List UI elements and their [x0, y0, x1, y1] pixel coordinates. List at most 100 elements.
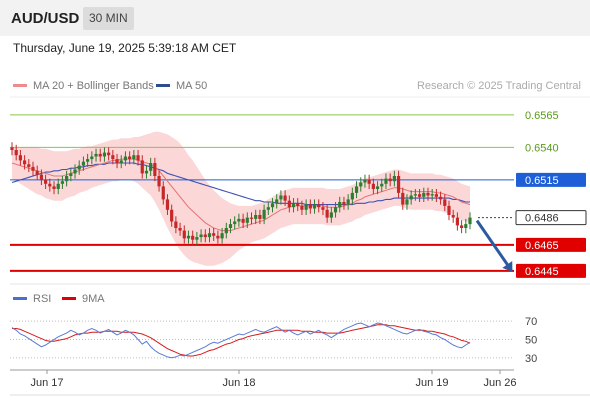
candle-body: [245, 217, 249, 223]
candle-body: [459, 225, 464, 228]
candle-body: [308, 204, 312, 209]
candle-body: [195, 237, 199, 240]
candle-body: [367, 179, 371, 184]
candle-body: [342, 202, 346, 205]
candle-body: [443, 199, 447, 206]
level-labels-layer: 0.6565 0.6540 0.6515 0.6486 0.6465 0.6445: [515, 110, 587, 278]
x-tick-label: Jun 18: [222, 377, 255, 389]
x-tick-label: Jun 17: [30, 377, 63, 389]
interval-button[interactable]: 30 MIN: [83, 7, 134, 30]
candles-layer: [10, 142, 472, 245]
candle-body: [233, 221, 237, 225]
candle-body: [94, 153, 98, 157]
copyright-text: Research © 2025 Trading Central: [416, 80, 581, 92]
ma50-line: [11, 162, 470, 206]
candle-body: [346, 199, 350, 205]
bollinger-layer: [12, 131, 470, 266]
candle-body: [384, 178, 388, 184]
candle-body: [468, 217, 472, 225]
candle-body: [333, 207, 338, 213]
candle-body: [417, 194, 422, 197]
candle-body: [317, 204, 321, 208]
candle-body: [438, 196, 443, 200]
candle-body: [321, 207, 325, 210]
ma50-swatch: [156, 83, 170, 87]
legend-rsi-ma: 9MA: [62, 293, 105, 305]
forecast-arrow-shaft: [475, 219, 511, 268]
candle-body: [107, 152, 111, 156]
legend-rsi-ma-label: 9MA: [82, 293, 105, 305]
candle-body: [434, 194, 438, 197]
forecast-arrow-layer: [475, 219, 513, 272]
rsi-ma-line: [12, 324, 471, 357]
candle-body: [291, 203, 296, 208]
candle-body: [60, 181, 65, 184]
candle-body: [161, 186, 165, 200]
candle-body: [207, 233, 212, 238]
candle-body: [241, 218, 245, 223]
candle-body: [128, 156, 132, 160]
candle-body: [157, 176, 161, 187]
chart-datetime: Thursday, June 19, 2025 5:39:18 AM CET: [13, 41, 237, 55]
x-tick-label: Jun 19: [415, 377, 448, 389]
rsi-layer: 70 50 30: [10, 316, 537, 365]
level-label-0.6445: 0.6445: [525, 266, 559, 278]
candle-body: [136, 155, 140, 161]
candle-body: [98, 153, 102, 157]
candle-body: [354, 186, 359, 193]
candle-body: [270, 203, 275, 208]
candle-body: [296, 203, 300, 206]
symbol-title: AUD/USD: [11, 10, 80, 27]
candle-body: [111, 155, 115, 160]
candle-body: [10, 147, 14, 150]
candle-body: [283, 195, 287, 201]
candle-body: [18, 155, 23, 161]
forecast-arrow-head: [502, 261, 513, 272]
candle-body: [115, 159, 119, 163]
candle-body: [405, 199, 409, 205]
candle-body: [371, 183, 375, 189]
bollinger-band-area: [12, 131, 470, 266]
candle-body: [279, 195, 283, 200]
candle-body: [165, 199, 170, 210]
level-label-0.6540: 0.6540: [525, 142, 559, 154]
candle-body: [455, 217, 459, 226]
candle-body: [14, 150, 18, 156]
candle-body: [392, 176, 396, 182]
candle-body: [275, 199, 279, 204]
candle-body: [388, 178, 392, 182]
candle-body: [350, 192, 354, 200]
rsi-line: [11, 322, 471, 359]
candle-body: [287, 200, 291, 208]
level-label-0.6486: 0.6486: [525, 213, 559, 225]
legend-rsi: RSI: [13, 293, 51, 305]
candle-body: [325, 209, 329, 218]
level-label-0.6515: 0.6515: [525, 175, 559, 187]
candle-body: [31, 166, 35, 171]
candle-body: [27, 164, 31, 167]
candle-body: [170, 209, 174, 222]
candle-body: [132, 155, 136, 160]
candle-body: [191, 235, 195, 240]
candle-body: [178, 228, 182, 231]
moving-average-layer: [11, 158, 471, 232]
candle-body: [86, 159, 90, 162]
x-tick-label: Jun 26: [483, 377, 516, 389]
candle-body: [35, 170, 39, 175]
legend-ma50-label: MA 50: [176, 80, 208, 92]
candle-body: [39, 174, 44, 180]
candle-body: [396, 176, 401, 193]
legend-bollinger: MA 20 + Bollinger Bands: [13, 80, 154, 92]
candle-body: [23, 160, 27, 165]
candle-body: [254, 215, 258, 219]
candle-body: [174, 221, 178, 228]
candle-body: [451, 215, 455, 218]
ma20-line: [11, 158, 471, 232]
candle-body: [44, 179, 48, 184]
candle-body: [312, 204, 317, 209]
candle-body: [430, 194, 434, 196]
candle-body: [119, 160, 123, 163]
candle-body: [413, 194, 417, 196]
candle-body: [65, 176, 69, 182]
